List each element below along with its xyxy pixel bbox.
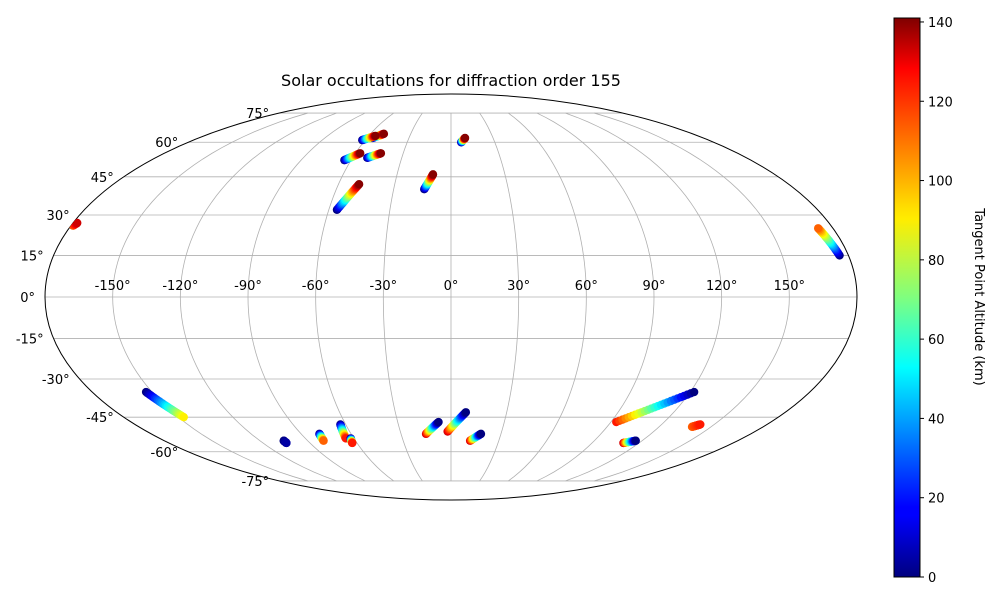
occultation-point: [379, 129, 389, 139]
longitude-tick-labels: -150° -120° -90° -60° -30° 0° 30° 60° 90° 120° 150…: [95, 279, 805, 294]
meridian-line: [315, 112, 394, 482]
occultation-point: [354, 180, 364, 189]
occultation-point: [72, 218, 82, 228]
longitude-tick-label: -90°: [234, 279, 262, 294]
meridian-line: [536, 112, 655, 482]
colorbar: 0 20 40 60 80 100 120 140 Tangent Point Altitud…: [893, 16, 986, 586]
meridian-line: [179, 112, 337, 482]
occultation-point: [282, 438, 291, 448]
latitude-tick-label: -30°: [42, 373, 70, 388]
colorbar-label: Tangent Point Altitude (km): [971, 207, 986, 385]
occultation-point: [356, 149, 365, 158]
occultation-point: [376, 149, 386, 158]
latitude-tick-labels: 75° 60° 45° 30° 15° 0° -15° -30° -45° -60° -75°: [16, 107, 269, 490]
colorbar-tick-label: 20: [928, 492, 945, 507]
colorbar-tick-label: 60: [928, 333, 945, 348]
longitude-tick-label: -150°: [95, 279, 131, 294]
latitude-tick-label: 30°: [47, 209, 70, 224]
meridian-line: [247, 112, 366, 482]
meridian-line: [112, 112, 308, 482]
colorbar-tick-label: 140: [928, 16, 953, 31]
latitude-tick-label: 75°: [246, 107, 269, 122]
meridian-line: [565, 112, 723, 482]
occultation-point: [461, 408, 471, 417]
latitude-tick-label: -15°: [16, 333, 44, 348]
longitude-tick-label: 150°: [774, 279, 805, 294]
latitude-tick-label: 45°: [91, 171, 114, 186]
longitude-tick-label: 90°: [642, 279, 665, 294]
latitude-tick-label: -60°: [151, 446, 179, 461]
occultation-point: [428, 170, 438, 179]
occultation-point: [813, 224, 823, 233]
latitude-tick-label: -75°: [241, 475, 269, 490]
chart-title: Solar occultations for diffraction order…: [281, 71, 621, 90]
longitude-tick-label: 60°: [575, 279, 598, 294]
occultation-point: [179, 412, 188, 422]
occultation-point: [319, 436, 328, 445]
occultation-point: [460, 133, 470, 143]
longitude-tick-label: 30°: [507, 279, 530, 294]
data-points: [68, 129, 844, 448]
latitude-tick-label: 0°: [20, 291, 35, 306]
colorbar-tick-label: 80: [928, 254, 945, 269]
occultation-point: [696, 420, 705, 429]
longitude-tick-label: -30°: [369, 279, 397, 294]
occultation-point: [631, 436, 640, 445]
longitude-tick-label: 120°: [706, 279, 737, 294]
longitude-tick-label: -60°: [302, 279, 330, 294]
colorbar-tick-label: 100: [928, 175, 953, 190]
latitude-tick-label: 60°: [155, 136, 178, 151]
meridian-line: [479, 112, 520, 482]
occultation-point: [476, 429, 486, 439]
occultation-point: [348, 438, 357, 448]
colorbar-ticks: 0 20 40 60 80 100 120 140: [920, 16, 953, 586]
meridian-line: [382, 112, 423, 482]
colorbar-tick-label: 40: [928, 412, 945, 427]
map-boundary: [44, 93, 858, 501]
latitude-tick-label: -45°: [86, 411, 114, 426]
occultation-point: [689, 387, 699, 397]
meridian-line: [594, 112, 790, 482]
longitude-tick-label: -120°: [162, 279, 198, 294]
occultation-point: [434, 417, 443, 427]
meridian-line: [508, 112, 587, 482]
longitude-tick-label: 0°: [444, 279, 459, 294]
graticule: [45, 112, 857, 482]
colorbar-tick-label: 120: [928, 95, 953, 110]
colorbar-tick-label: 0: [928, 571, 936, 586]
occultation-point: [371, 131, 380, 141]
latitude-tick-label: 15°: [21, 249, 44, 264]
colorbar-gradient: [893, 17, 921, 578]
